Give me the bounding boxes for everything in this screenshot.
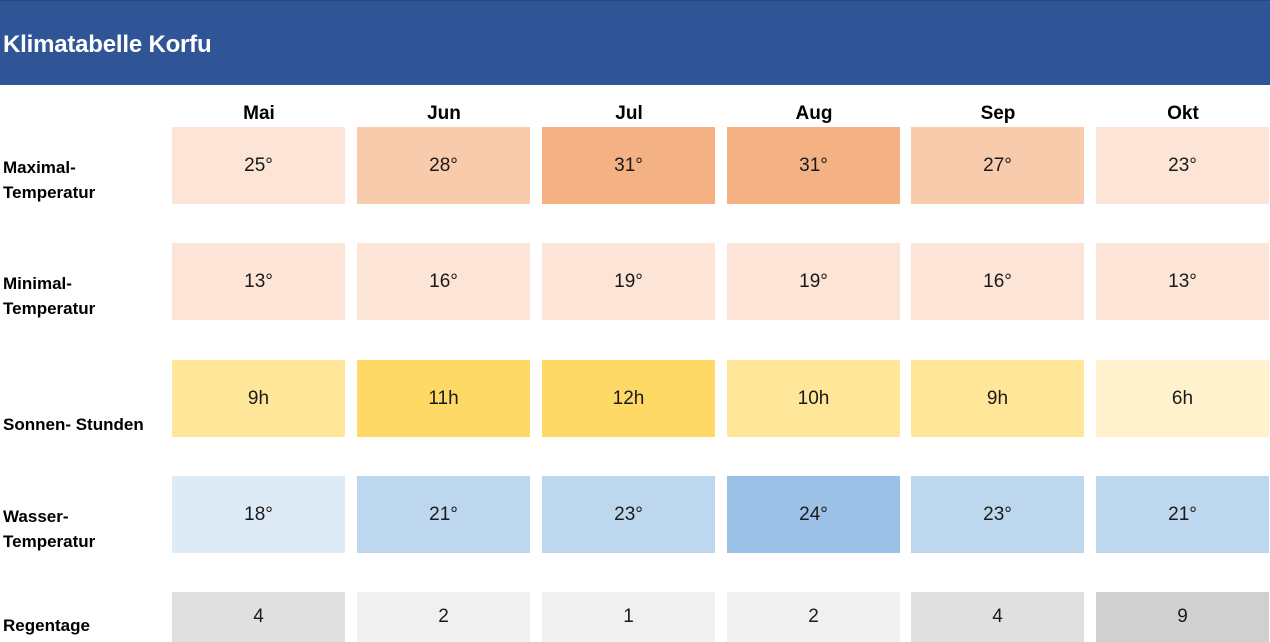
- cell-max-temp-jun: 28°: [357, 127, 530, 204]
- row-label-water-temp-line1: Wasser-: [3, 507, 69, 526]
- cell-min-temp-jul: 19°: [542, 243, 715, 320]
- cell-rain-days-jul: 1: [542, 592, 715, 642]
- cell-water-temp-mai: 18°: [172, 476, 345, 553]
- cell-sun-hours-jul: 12h: [542, 360, 715, 437]
- cell-min-temp-aug: 19°: [727, 243, 900, 320]
- cell-sun-hours-okt: 6h: [1096, 360, 1269, 437]
- row-label-rain-days-line: Regentage: [3, 616, 90, 635]
- month-header-sep: Sep: [980, 103, 1016, 124]
- title-bar: Klimatabelle Korfu: [0, 0, 1270, 85]
- cell-min-temp-okt: 13°: [1096, 243, 1269, 320]
- month-header-jun: Jun: [427, 103, 461, 124]
- cell-rain-days-okt: 9: [1096, 592, 1269, 642]
- page-title: Klimatabelle Korfu: [3, 31, 212, 58]
- cell-water-temp-jul: 23°: [542, 476, 715, 553]
- cell-max-temp-jul: 31°: [542, 127, 715, 204]
- row-label-max-temp-line2: Temperatur: [3, 183, 96, 202]
- row-label-sun-hours-line: Sonnen- Stunden: [3, 415, 144, 434]
- cell-min-temp-jun: 16°: [357, 243, 530, 320]
- cell-sun-hours-mai: 9h: [172, 360, 345, 437]
- cell-rain-days-aug: 2: [727, 592, 900, 642]
- month-header-jul: Jul: [615, 103, 643, 124]
- row-label-min-temp-line2: Temperatur: [3, 299, 96, 318]
- cell-sun-hours-sep: 9h: [911, 360, 1084, 437]
- cell-max-temp-okt: 23°: [1096, 127, 1269, 204]
- cell-water-temp-sep: 23°: [911, 476, 1084, 553]
- row-label-water-temp-line2: Temperatur: [3, 532, 96, 551]
- cell-rain-days-mai: 4: [172, 592, 345, 642]
- cell-rain-days-sep: 4: [911, 592, 1084, 642]
- cell-sun-hours-jun: 11h: [357, 360, 530, 437]
- cell-water-temp-okt: 21°: [1096, 476, 1269, 553]
- cell-max-temp-mai: 25°: [172, 127, 345, 204]
- cell-rain-days-jun: 2: [357, 592, 530, 642]
- row-label-min-temp: Minimal- Temperatur: [3, 271, 95, 321]
- cell-min-temp-mai: 13°: [172, 243, 345, 320]
- row-label-min-temp-line1: Minimal-: [3, 274, 72, 293]
- row-label-max-temp: Maximal- Temperatur: [3, 155, 95, 205]
- row-label-water-temp: Wasser- Temperatur: [3, 504, 95, 554]
- cell-min-temp-sep: 16°: [911, 243, 1084, 320]
- cell-max-temp-sep: 27°: [911, 127, 1084, 204]
- row-label-rain-days: Regentage: [3, 613, 90, 638]
- month-header-okt: Okt: [1167, 103, 1199, 124]
- month-header-aug: Aug: [795, 103, 833, 124]
- row-label-max-temp-line1: Maximal-: [3, 158, 76, 177]
- month-header-mai: Mai: [243, 103, 275, 124]
- row-label-sun-hours: Sonnen- Stunden: [3, 412, 144, 437]
- cell-water-temp-aug: 24°: [727, 476, 900, 553]
- cell-water-temp-jun: 21°: [357, 476, 530, 553]
- cell-sun-hours-aug: 10h: [727, 360, 900, 437]
- cell-max-temp-aug: 31°: [727, 127, 900, 204]
